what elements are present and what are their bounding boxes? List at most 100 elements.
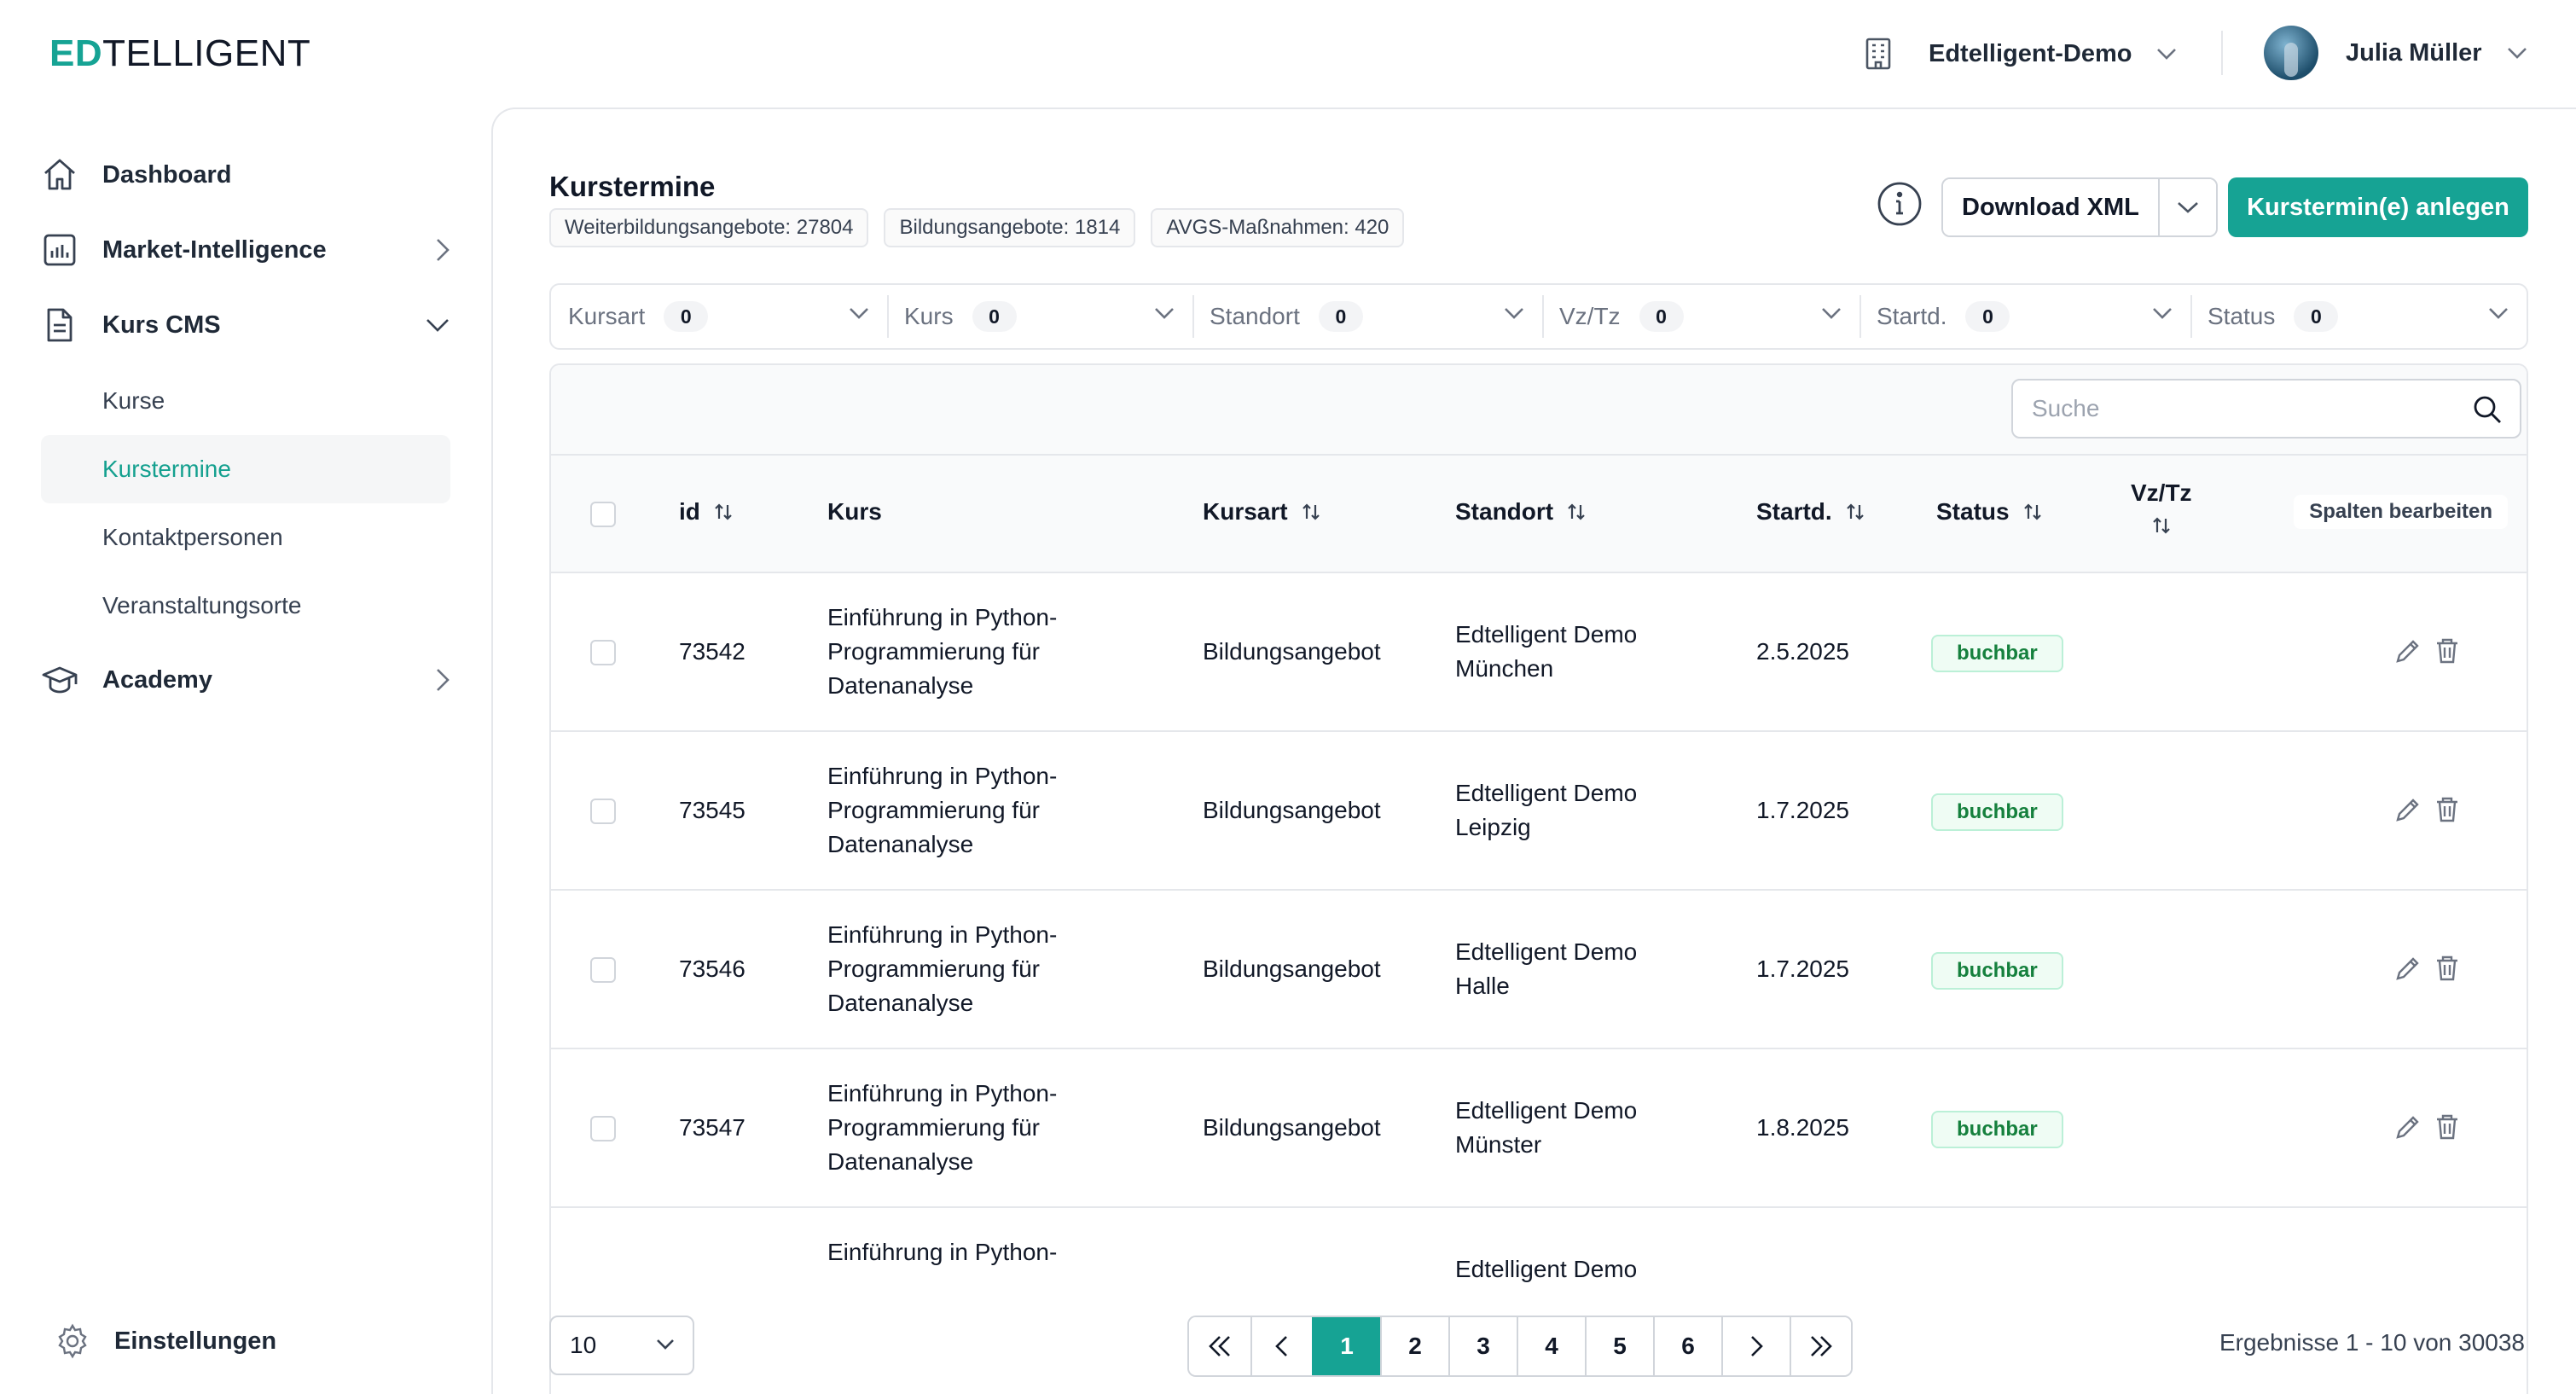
cell-kurs[interactable]: Einführung in Python- Programmierung für D… — [827, 1080, 1058, 1175]
cell-kurs[interactable]: Einführung in Python- Programmierung für D… — [827, 921, 1058, 1016]
create-kurstermin-button[interactable]: Kurstermin(e) anlegen — [2228, 177, 2528, 237]
cell-kurs[interactable]: Einführung in Python- — [827, 1239, 1058, 1265]
gear-icon — [58, 1323, 87, 1359]
sidebar-item-academy[interactable]: Academy — [41, 648, 450, 712]
edit-icon[interactable] — [2393, 1112, 2422, 1141]
top-bar: EDTELLIGENT Edtelligent-Demo Julia Mülle… — [0, 0, 2576, 107]
avatar — [2264, 26, 2318, 80]
cell-kurs[interactable]: Einführung in Python- Programmierung für D… — [827, 604, 1058, 699]
chevron-down-icon — [1822, 308, 1841, 319]
table-toolbar: Suche — [551, 365, 2527, 456]
cell-standort: Edtelligent Demo München — [1455, 621, 1638, 682]
page-button-5[interactable]: 5 — [1585, 1317, 1653, 1375]
row-checkbox[interactable] — [590, 957, 616, 983]
sidebar-item-kurs-cms[interactable]: Kurs CMS — [41, 293, 450, 357]
edit-icon[interactable] — [2393, 795, 2422, 824]
column-header-vztz[interactable]: Vz/Tz — [2131, 479, 2192, 536]
trash-icon[interactable] — [2433, 636, 2462, 665]
filter-standort[interactable]: Standort 0 — [1192, 285, 1542, 348]
main-panel: Kurstermine Weiterbildungsangebote: 2780… — [491, 107, 2576, 1394]
edit-icon[interactable] — [2393, 636, 2422, 665]
page-button-1[interactable]: 1 — [1312, 1317, 1380, 1375]
sidebar-item-market-intelligence[interactable]: Market-Intelligence — [41, 218, 450, 282]
chevron-down-icon — [1155, 308, 1174, 319]
row-checkbox[interactable] — [590, 1116, 616, 1141]
chevron-left-icon — [1275, 1336, 1287, 1356]
page-button-4[interactable]: 4 — [1517, 1317, 1585, 1375]
trash-icon[interactable] — [2433, 954, 2462, 983]
filter-bar: Kursart 0 Kurs 0 Standort 0 Vz/Tz 0 Star… — [549, 283, 2528, 350]
org-switcher[interactable]: Edtelligent-Demo — [1864, 31, 2178, 77]
chevron-down-icon — [2489, 308, 2508, 319]
cell-kursart: Bildungsangebot — [1203, 797, 1381, 823]
chevron-down-icon — [2153, 308, 2172, 319]
row-checkbox[interactable] — [590, 799, 616, 824]
column-header-standort[interactable]: Standort — [1455, 498, 1586, 526]
page-button-2[interactable]: 2 — [1380, 1317, 1448, 1375]
row-checkbox[interactable] — [590, 640, 616, 665]
page-button-3[interactable]: 3 — [1448, 1317, 1517, 1375]
sort-icon — [1568, 503, 1585, 520]
column-header-id[interactable]: id — [679, 498, 733, 526]
page-size-select[interactable]: 10 — [549, 1316, 694, 1375]
bar-chart-icon — [44, 234, 76, 266]
stat-chip: Bildungsangebote: 1814 — [884, 208, 1136, 247]
sidebar-sub-item-veranstaltungsorte[interactable]: Veranstaltungsorte — [102, 592, 302, 619]
filter-startd[interactable]: Startd. 0 — [1859, 285, 2190, 348]
status-badge: buchbar — [1931, 793, 2063, 831]
sidebar-item-dashboard[interactable]: Dashboard — [41, 143, 450, 206]
chevron-right-icon — [1751, 1336, 1763, 1356]
table-row: 73546 Einführung in Python- Programmierun… — [551, 891, 2527, 1049]
filter-status[interactable]: Status 0 — [2190, 285, 2527, 348]
column-header-startd[interactable]: Startd. — [1756, 498, 1865, 526]
download-xml-button[interactable]: Download XML — [1943, 179, 2158, 235]
filter-count: 0 — [1318, 301, 1363, 332]
chevron-down-icon — [850, 308, 868, 319]
sidebar-sub-item-kurstermine[interactable]: Kurstermine — [41, 435, 450, 503]
cell-kurs[interactable]: Einführung in Python- Programmierung für D… — [827, 763, 1058, 857]
chevron-down-icon — [426, 319, 449, 332]
sidebar-sub-item-kontaktpersonen[interactable]: Kontaktpersonen — [102, 524, 283, 550]
trash-icon[interactable] — [2433, 795, 2462, 824]
column-header-status[interactable]: Status — [1936, 498, 2042, 526]
trash-icon[interactable] — [2433, 1112, 2462, 1141]
table-row: 73542 Einführung in Python- Programmierun… — [551, 573, 2527, 732]
cell-id: 73547 — [679, 1114, 746, 1141]
previous-page-button[interactable] — [1250, 1317, 1312, 1375]
select-all-checkbox[interactable] — [590, 502, 616, 527]
pagination: 1 2 3 4 5 6 — [1187, 1316, 1853, 1377]
status-badge: buchbar — [1931, 635, 2063, 672]
brand-logo[interactable]: EDTELLIGENT — [49, 32, 311, 74]
chevrons-right-icon — [1811, 1336, 1832, 1356]
chevrons-left-icon — [1209, 1336, 1230, 1356]
graduation-cap-icon — [42, 666, 78, 694]
cell-standort: Edtelligent Demo Leipzig — [1455, 780, 1638, 840]
sidebar-item-settings[interactable]: Einstellungen — [55, 1310, 276, 1372]
filter-kursart[interactable]: Kursart 0 — [551, 285, 887, 348]
filter-vztz[interactable]: Vz/Tz 0 — [1542, 285, 1859, 348]
filter-count: 0 — [972, 301, 1017, 332]
filter-count: 0 — [664, 301, 709, 332]
chevron-down-icon — [2157, 49, 2177, 60]
column-header-kursart[interactable]: Kursart — [1203, 498, 1320, 526]
cell-standort: Edtelligent Demo — [1455, 1256, 1638, 1282]
edit-icon[interactable] — [2393, 954, 2422, 983]
filter-kurs[interactable]: Kurs 0 — [887, 285, 1192, 348]
column-header-kurs: Kurs — [827, 498, 882, 525]
sidebar-sub-item-kurse[interactable]: Kurse — [102, 387, 165, 414]
last-page-button[interactable] — [1790, 1317, 1851, 1375]
download-options-button[interactable] — [2157, 179, 2216, 235]
first-page-button[interactable] — [1189, 1317, 1250, 1375]
stats-chips: Weiterbildungsangebote: 27804 Bildungsan… — [549, 208, 1405, 247]
info-icon[interactable] — [1877, 181, 1923, 227]
chevron-down-icon — [2177, 202, 2198, 213]
search-input[interactable]: Suche — [2011, 379, 2521, 439]
chevron-down-icon — [657, 1339, 674, 1350]
table-row: Einführung in Python- Edtelligent Demo — [551, 1208, 2527, 1367]
home-icon — [44, 159, 75, 190]
page-button-6[interactable]: 6 — [1653, 1317, 1721, 1375]
sort-icon — [2023, 503, 2041, 520]
user-menu[interactable]: Julia Müller — [2264, 26, 2528, 80]
next-page-button[interactable] — [1721, 1317, 1790, 1375]
edit-columns-button[interactable]: Spalten bearbeiten — [2294, 495, 2508, 529]
